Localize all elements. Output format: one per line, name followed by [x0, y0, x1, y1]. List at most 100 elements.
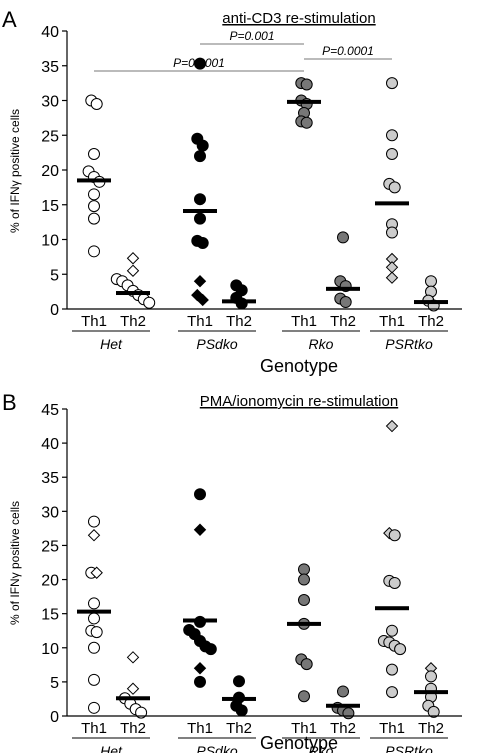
significance-label: P=0.0001	[322, 44, 374, 58]
data-point-diamond	[87, 529, 101, 542]
data-point	[386, 129, 398, 142]
y-tick-label: 25	[41, 128, 59, 145]
data-point-diamond	[193, 662, 207, 675]
y-tick-label: 10	[41, 641, 59, 658]
axes-b	[66, 409, 462, 717]
x-tick-label: Th1	[379, 313, 405, 330]
data-point	[194, 57, 206, 70]
x-axis-label-a: Genotype	[260, 356, 338, 376]
y-axis-label-b: % of IFNγ positive cells	[8, 501, 22, 625]
data-point	[88, 515, 100, 528]
group-label: PSRtko	[385, 743, 433, 753]
data-point	[194, 212, 206, 225]
y-tick-label: 15	[41, 198, 59, 215]
data-point	[88, 641, 100, 654]
mean-bar	[375, 606, 409, 611]
group-label: PSdko	[196, 743, 237, 753]
mean-bar	[375, 201, 409, 206]
mean-bar	[183, 618, 217, 623]
y-tick-label: 0	[50, 709, 59, 726]
data-point-diamond	[385, 261, 399, 274]
data-point-diamond	[196, 293, 209, 307]
x-tick-label: Th2	[120, 720, 146, 737]
group-label: Het	[100, 743, 123, 753]
data-point	[386, 663, 398, 676]
x-tick-label: Th2	[120, 313, 146, 330]
data-point	[88, 597, 100, 610]
data-point	[90, 626, 103, 639]
x-tick-label: Th1	[187, 313, 213, 330]
data-point	[427, 705, 440, 718]
mean-bar	[326, 703, 360, 708]
mean-bar	[77, 178, 111, 183]
x-tick-label: Th1	[81, 313, 107, 330]
data-point	[300, 116, 313, 129]
y-tick-label: 15	[41, 607, 59, 624]
data-point	[337, 685, 349, 698]
y-tick-label: 40	[41, 436, 59, 453]
x-tick-label: Th1	[379, 720, 405, 737]
data-point	[386, 624, 398, 637]
data-point	[135, 706, 148, 719]
data-point-diamond	[385, 419, 399, 433]
data-point	[342, 707, 355, 720]
data-point	[88, 212, 100, 225]
y-axis-label-a: % of IFNγ positive cells	[8, 109, 22, 233]
x-tick-label: Th1	[291, 313, 317, 330]
x-tick-label: Th1	[187, 720, 213, 737]
mean-bar	[116, 291, 150, 296]
y-tick-label: 0	[50, 302, 59, 319]
mean-bar	[222, 299, 256, 304]
data-point-diamond	[193, 523, 207, 536]
data-point	[88, 148, 100, 161]
x-labels-b: Th1 Th2 Het Th1 Th2 PSdko Th1 Th2 Rko Th1 Th2 PSRtk…	[72, 720, 448, 753]
data-point	[339, 296, 352, 309]
mean-bar	[414, 690, 448, 695]
data-point	[337, 231, 349, 244]
data-point	[88, 673, 100, 686]
y-tick-label: 10	[41, 233, 59, 250]
y-tick-label: 5	[50, 267, 59, 284]
group-label: Rko	[309, 336, 334, 352]
data-point	[298, 563, 310, 576]
x-labels-a: Th1 Th2 Het Th1 Th2 PSdko Th1 Th2 Rko Th1 Th2 PSRtk…	[72, 313, 448, 352]
x-tick-label: Th2	[418, 720, 444, 737]
data-point	[196, 236, 209, 249]
y-tick-label: 40	[41, 24, 59, 41]
data-point	[196, 139, 209, 152]
data-point	[194, 675, 206, 688]
y-tick-label: 45	[41, 402, 59, 419]
data-point	[386, 77, 398, 90]
x-tick-label: Th1	[81, 720, 107, 737]
data-point	[194, 150, 206, 163]
data-point	[386, 226, 398, 239]
data-point	[425, 670, 437, 683]
y-tick-label: 35	[41, 470, 59, 487]
data-point	[298, 690, 310, 703]
y-tick-label: 30	[41, 94, 59, 111]
mean-bar	[414, 300, 448, 305]
x-tick-label: Th1	[291, 720, 317, 737]
group-label: Rko	[309, 743, 334, 753]
y-tick-label: 20	[41, 163, 59, 180]
chart-title-a: anti-CD3 re-stimulation	[222, 10, 375, 27]
data-point	[88, 701, 100, 714]
data-point	[88, 188, 100, 201]
data-point	[386, 148, 398, 161]
x-tick-label: Th2	[418, 313, 444, 330]
data-point	[388, 529, 401, 542]
data-point-diamond	[193, 274, 207, 288]
group-label: PSRtko	[385, 336, 433, 352]
data-point	[388, 181, 401, 194]
data-point	[194, 193, 206, 206]
mean-bar	[287, 99, 321, 104]
data-point-diamond	[126, 651, 140, 664]
y-ticks-b: 0 5 10 15 20 25 30 35 40 45	[41, 402, 67, 726]
mean-bar	[77, 609, 111, 614]
data-point	[300, 78, 313, 91]
x-tick-label: Th2	[226, 313, 252, 330]
data-point	[298, 594, 310, 607]
data-point-diamond	[126, 252, 140, 265]
